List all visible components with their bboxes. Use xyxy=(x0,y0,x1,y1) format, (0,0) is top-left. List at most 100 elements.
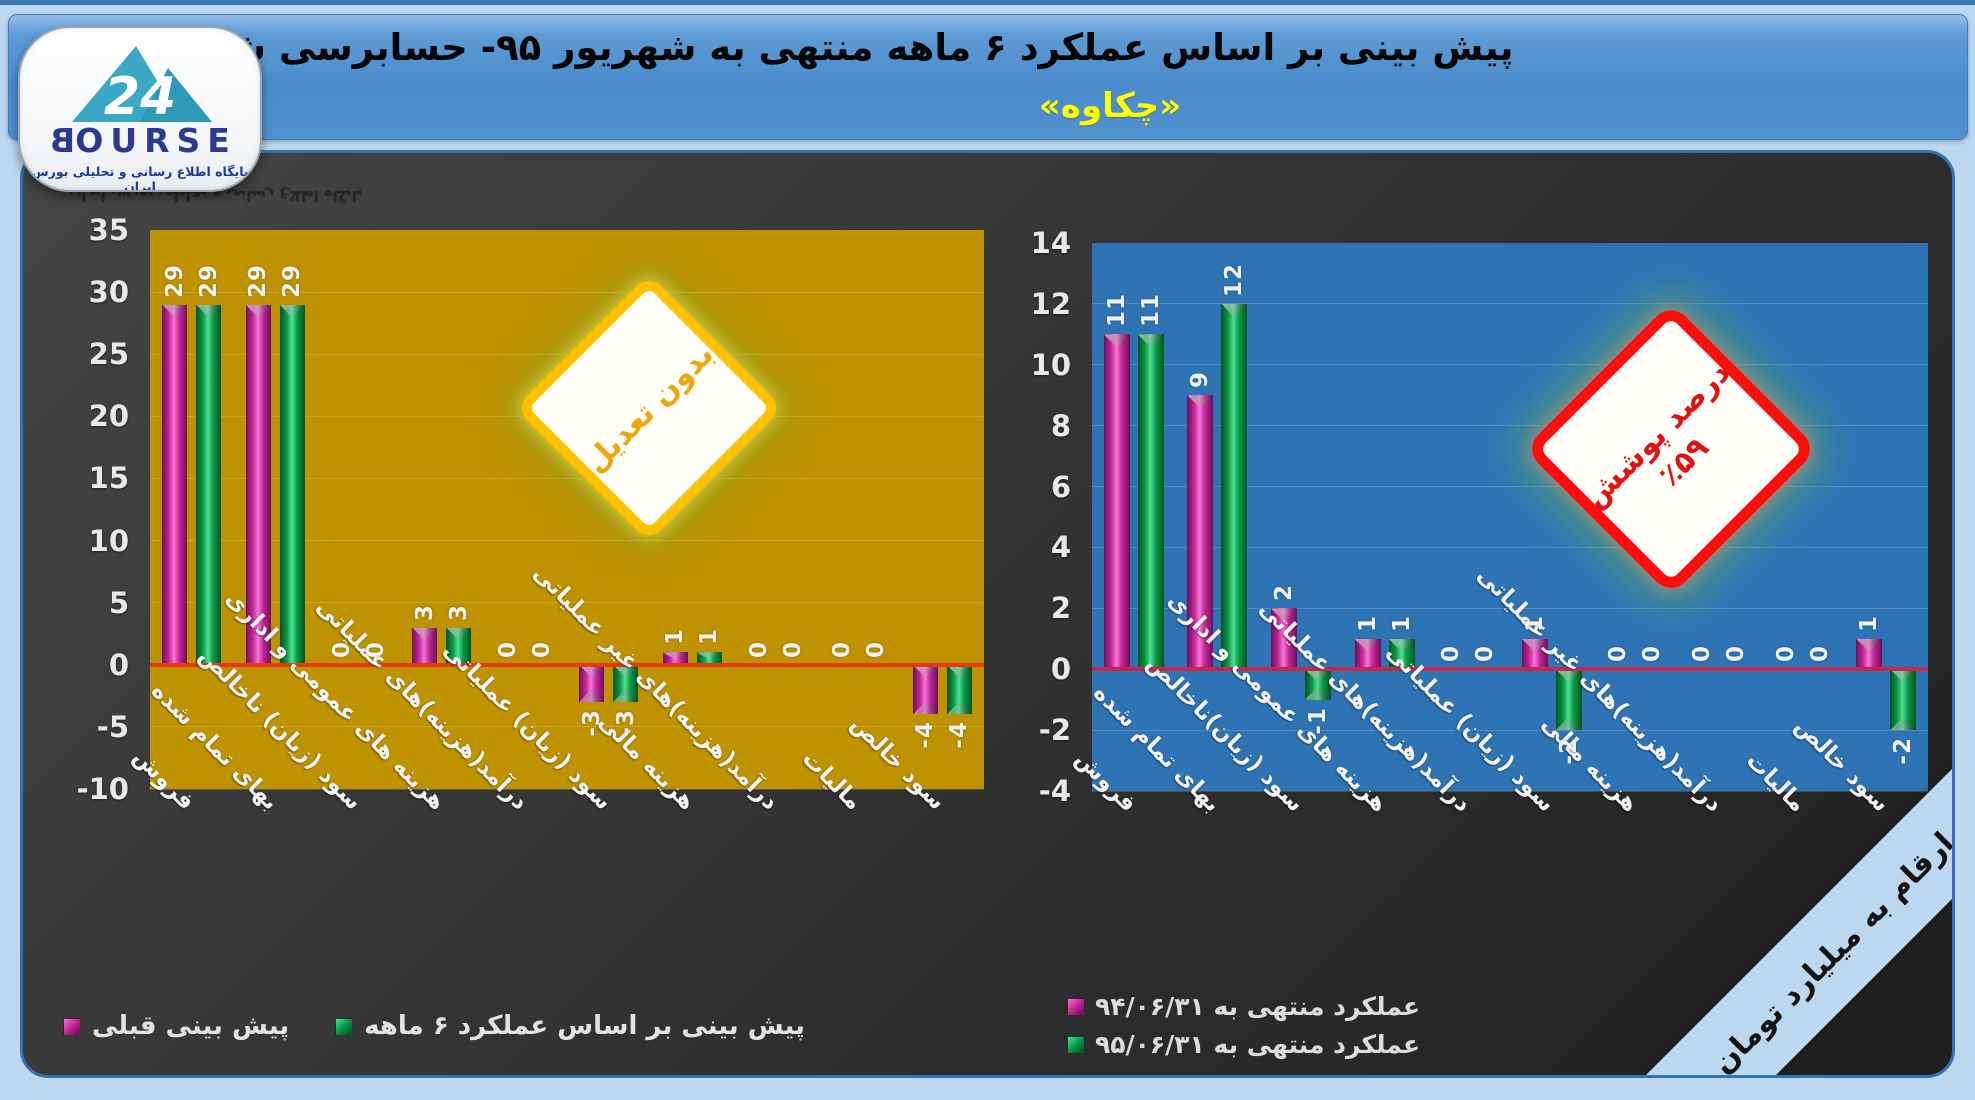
bar-value-label: 1 xyxy=(662,628,689,646)
chart-panel: پایگاه اطلاع رسانی و تحلیلی بورس ایران 2… xyxy=(20,150,1955,1078)
bar-bevel-cap xyxy=(245,304,271,318)
coverage-badge-label: درصد پوشش xyxy=(1577,355,1738,516)
right-chart-legend: عملکرد منتهی به ۹۴/۰۶/۳۱ عملکرد منتهی به… xyxy=(1067,992,1420,1059)
zero-axis-line xyxy=(1092,667,1928,672)
bar-series2 xyxy=(446,627,472,665)
bar-value-label: -3 xyxy=(612,709,639,737)
bar-value-label: -2 xyxy=(1555,737,1582,765)
legend-label-performance-95: عملکرد منتهی به ۹۵/۰۶/۳۱ xyxy=(1095,1030,1421,1059)
ticker-symbol: «چکاوه» xyxy=(1038,86,1182,126)
bar-value-label: 29 xyxy=(279,263,306,298)
y-axis-tick-label: 30 xyxy=(88,275,129,310)
legend-row-performance-94: عملکرد منتهی به ۹۴/۰۶/۳۱ xyxy=(1067,992,1420,1021)
y-axis-tick-label: 8 xyxy=(1050,408,1071,443)
bar-value-label: 1 xyxy=(696,628,723,646)
top-border-strip xyxy=(0,0,1975,5)
bar-value-label: 11 xyxy=(1103,293,1130,328)
bar-value-label: 0 xyxy=(495,640,522,658)
y-axis-tick-label: 14 xyxy=(1030,226,1071,260)
legend-marker-previous-forecast xyxy=(63,1017,80,1035)
bar-series2 xyxy=(1137,334,1164,670)
legend-row-performance-95: عملکرد منتهی به ۹۵/۰۶/۳۱ xyxy=(1067,1030,1420,1059)
y-axis-tick-label: 12 xyxy=(1030,286,1071,321)
gridline xyxy=(150,477,984,479)
y-axis-tick-label: 10 xyxy=(1030,347,1071,382)
gridline xyxy=(1092,607,1928,609)
legend-label-6month-forecast: پیش بینی بر اساس عملکرد ۶ ماهه xyxy=(364,1011,805,1041)
bar-value-label: 0 xyxy=(1639,645,1666,663)
bar-value-label: 0 xyxy=(745,640,772,658)
bar-value-label: 0 xyxy=(1689,645,1715,663)
y-axis-tick-label: 6 xyxy=(1050,469,1071,504)
zero-axis-line xyxy=(150,662,984,667)
right-chart-plot-area: 11 11 9 12 2 -1 1 1 0 0 1 -2 0 0 0 0 0 0 1 -2 xyxy=(1092,243,1928,792)
bar-series2 xyxy=(1555,669,1582,731)
bar-value-label: 29 xyxy=(245,263,272,298)
bar-bevel-cap xyxy=(1137,334,1164,348)
bar-bevel-cap xyxy=(696,652,722,660)
legend-marker-performance-94 xyxy=(1067,998,1084,1015)
bourse24-logo: 24 BOURSE پایگاه اطلاع رسانی و تحلیلی بو… xyxy=(18,26,262,192)
bar-value-label: 9 xyxy=(1187,371,1214,389)
bar-bevel-cap xyxy=(946,701,972,715)
bar-series1 xyxy=(912,664,938,715)
y-axis-tick-label: 2 xyxy=(1050,591,1071,626)
bar-series1 xyxy=(412,627,438,665)
gridline xyxy=(150,788,984,790)
bar-value-label: 12 xyxy=(1221,262,1248,297)
gridline xyxy=(150,726,984,728)
page-title: پیش بینی بر اساس عملکرد ۶ ماهه منتهی به … xyxy=(186,26,1514,69)
bar-value-label: 0 xyxy=(1472,645,1499,663)
bar-series2 xyxy=(1890,669,1917,731)
bar-series1 xyxy=(1271,608,1297,670)
gridline xyxy=(1092,425,1928,427)
bar-value-label: 0 xyxy=(328,640,355,658)
legend-label-performance-94: عملکرد منتهی به ۹۴/۰۶/۳۱ xyxy=(1095,992,1421,1021)
bar-value-label: -1 xyxy=(1305,706,1331,735)
gridline xyxy=(1092,790,1928,792)
logo-wordmark: BOURSE xyxy=(43,121,237,160)
bar-value-label: 3 xyxy=(445,603,472,621)
gridline xyxy=(1092,546,1928,548)
y-axis-tick-label: -2 xyxy=(1038,713,1071,748)
bar-value-label: 11 xyxy=(1137,293,1164,328)
legend-marker-performance-95 xyxy=(1067,1036,1084,1053)
gridline xyxy=(150,602,984,604)
header-band xyxy=(8,14,1968,140)
bar-value-label: 29 xyxy=(195,263,222,298)
bar-value-label: 29 xyxy=(161,263,188,298)
bar-series1 xyxy=(245,304,271,665)
bar-series1 xyxy=(1354,638,1381,670)
no-adjustment-badge-label: بدون تعدیل xyxy=(577,336,721,480)
bar-series2 xyxy=(1221,303,1248,670)
bar-series2 xyxy=(613,664,639,703)
gridline xyxy=(150,540,984,542)
bar-value-label: 2 xyxy=(1271,584,1297,602)
bar-bevel-cap xyxy=(1354,638,1381,652)
bar-value-label: 0 xyxy=(828,640,855,658)
bar-value-label: 3 xyxy=(411,603,438,621)
legend-label-previous-forecast: پیش بینی قبلی xyxy=(92,1011,290,1041)
gridline xyxy=(1092,303,1928,305)
bar-bevel-cap xyxy=(1103,334,1130,348)
bar-value-label: -4 xyxy=(946,721,973,750)
bar-bevel-cap xyxy=(1221,303,1248,317)
bar-series1 xyxy=(1103,334,1130,670)
bar-value-label: 0 xyxy=(529,640,556,658)
y-axis-tick-label: 15 xyxy=(88,461,129,496)
bar-value-label: -3 xyxy=(578,709,605,737)
bar-series1 xyxy=(1856,638,1883,670)
y-axis-tick-label: 35 xyxy=(88,213,129,247)
bar-value-label: -4 xyxy=(912,721,939,750)
bar-series2 xyxy=(946,664,972,715)
y-axis-tick-label: 25 xyxy=(88,337,129,372)
y-axis-tick-label: 4 xyxy=(1050,530,1071,565)
y-axis-tick-label: -5 xyxy=(96,709,129,744)
y-axis-tick-label: 10 xyxy=(88,523,129,558)
bar-value-label: 0 xyxy=(362,640,389,658)
y-axis-tick-label: 0 xyxy=(108,647,129,682)
y-axis-tick-label: 5 xyxy=(108,585,129,620)
gridline xyxy=(1092,364,1928,366)
bar-value-label: 1 xyxy=(1856,614,1883,632)
